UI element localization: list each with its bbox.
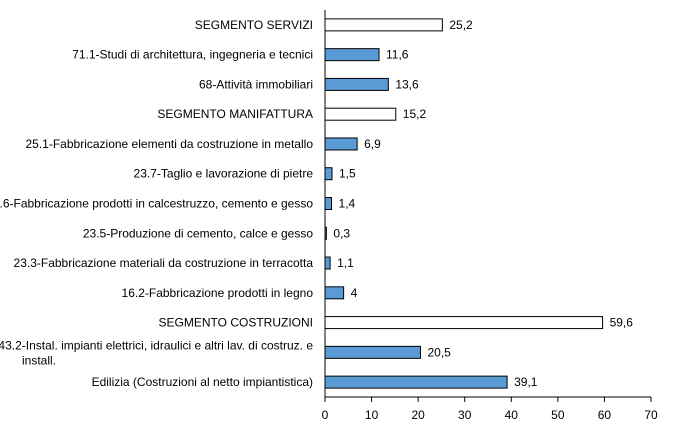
bar xyxy=(324,345,421,359)
category-label: SEGMENTO COSTRUZIONI xyxy=(159,316,313,330)
data-label: 1,5 xyxy=(339,167,356,181)
data-label: 6,9 xyxy=(364,137,381,151)
data-label: 25,2 xyxy=(449,18,473,32)
data-label: 59,6 xyxy=(610,316,634,330)
x-tick-label: 10 xyxy=(365,408,379,422)
category-label: 23.3-Fabbricazione materiali da costruzi… xyxy=(14,256,314,270)
x-tick-label: 40 xyxy=(505,408,519,422)
bar xyxy=(324,256,331,270)
x-tick-label: 60 xyxy=(598,408,612,422)
category-label: 23.7-Taglio e lavorazione di pietre xyxy=(134,167,314,181)
x-tick-label: 0 xyxy=(322,408,329,422)
category-label: SEGMENTO MANIFATTURA xyxy=(157,107,313,121)
data-label: 39,1 xyxy=(514,375,538,389)
data-label: 13,6 xyxy=(395,77,419,91)
x-tick-label: 20 xyxy=(411,408,425,422)
bar xyxy=(324,316,604,330)
category-label: 16.2-Fabbricazione prodotti in legno xyxy=(122,286,314,300)
bar xyxy=(324,137,358,151)
data-label: 11,6 xyxy=(386,48,409,62)
data-label: 4 xyxy=(351,286,358,300)
bar xyxy=(324,77,389,91)
data-label: 15,2 xyxy=(403,107,427,121)
bar xyxy=(324,18,443,32)
bar xyxy=(324,286,345,300)
category-label: 71.1-Studi di architettura, ingegneria e… xyxy=(72,48,313,62)
data-label: 1,1 xyxy=(337,256,354,270)
bar xyxy=(324,107,397,121)
bar xyxy=(324,48,380,62)
x-tick-label: 70 xyxy=(644,408,658,422)
data-label: 0,3 xyxy=(333,226,350,240)
bar xyxy=(324,375,508,389)
category-label: 68-Attività immobiliari xyxy=(199,77,313,91)
bar xyxy=(324,197,333,210)
x-tick-label: 50 xyxy=(551,408,565,422)
category-label: Edilizia (Costruzioni al netto impiantis… xyxy=(92,375,313,389)
data-label: 20,5 xyxy=(427,345,451,359)
category-label: 25.1-Fabbricazione elementi da costruzio… xyxy=(26,137,314,151)
category-label: SEGMENTO SERVIZI xyxy=(195,18,313,32)
category-label: 23.5-Produzione di cemento, calce e gess… xyxy=(83,226,313,240)
x-tick-label: 30 xyxy=(458,408,472,422)
data-label: 1,4 xyxy=(339,197,356,211)
bar xyxy=(324,167,333,181)
category-label: 23.6-Fabbricazione prodotti in calcestru… xyxy=(0,197,313,211)
category-label: 43.2-Instal. impianti elettrici, idrauli… xyxy=(0,338,313,367)
